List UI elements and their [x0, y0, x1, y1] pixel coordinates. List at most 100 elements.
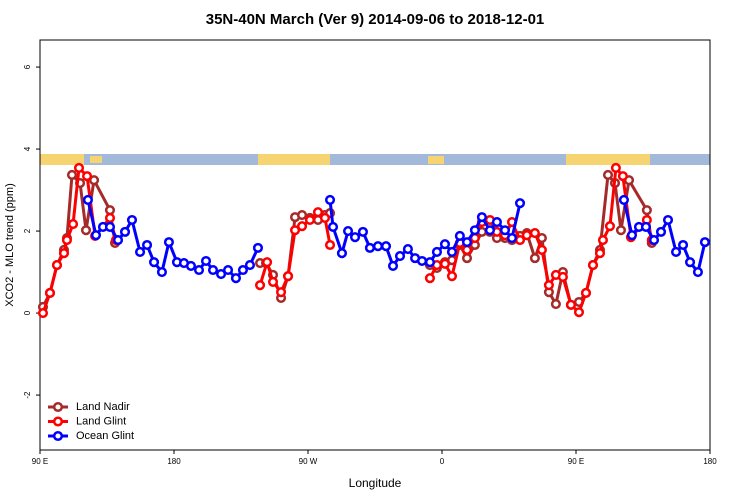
point: [289, 225, 301, 236]
point: [44, 287, 56, 299]
point: [200, 255, 212, 267]
point: [604, 221, 615, 232]
point: [573, 307, 585, 318]
point: [37, 308, 49, 319]
point: [565, 299, 576, 310]
point: [142, 239, 153, 251]
point: [476, 212, 487, 223]
point: [699, 237, 710, 248]
point: [514, 198, 526, 209]
point: [424, 273, 435, 284]
point: [312, 207, 324, 218]
x-tick-label: 90 W: [299, 457, 318, 466]
point: [327, 221, 339, 233]
point: [529, 253, 540, 264]
point: [594, 248, 606, 259]
point: [671, 246, 682, 258]
point: [684, 257, 696, 268]
point: [324, 239, 336, 251]
point: [237, 264, 248, 276]
point: [380, 241, 392, 252]
x-tick-label: 90 E: [568, 457, 584, 466]
point: [319, 212, 331, 223]
y-tick-label: 2: [23, 228, 32, 233]
point: [104, 212, 116, 223]
point: [692, 267, 703, 278]
legend-marker: [52, 401, 64, 413]
point: [491, 216, 502, 228]
x-tick-label: 180: [703, 457, 717, 466]
point: [304, 214, 315, 226]
point: [364, 242, 375, 253]
y-tick-label: 0: [23, 310, 32, 315]
point: [543, 280, 554, 291]
point: [424, 257, 435, 268]
point: [156, 267, 167, 278]
point: [90, 230, 102, 241]
point: [276, 287, 287, 298]
point: [207, 264, 219, 276]
point: [73, 162, 85, 173]
point: [244, 260, 255, 271]
point: [68, 219, 79, 230]
point: [499, 225, 511, 236]
point: [252, 242, 264, 253]
point: [282, 271, 294, 282]
point: [678, 239, 689, 251]
point: [126, 214, 138, 226]
point: [655, 226, 667, 237]
point: [357, 226, 368, 237]
point: [615, 225, 627, 236]
land-ocean-strip: [40, 154, 710, 165]
point: [536, 244, 547, 255]
point: [372, 241, 384, 252]
y-tick-label: 4: [23, 146, 32, 151]
point: [484, 225, 495, 236]
point: [193, 264, 205, 276]
point: [602, 169, 614, 180]
point: [461, 244, 473, 255]
point: [461, 237, 473, 248]
point: [61, 235, 72, 246]
legend-marker: [52, 430, 64, 442]
point: [387, 260, 399, 271]
legend-label: Land Glint: [76, 415, 126, 427]
point: [617, 171, 628, 182]
point: [439, 239, 451, 250]
point: [222, 264, 234, 276]
point: [454, 230, 465, 242]
point: [58, 248, 70, 259]
point: [262, 257, 273, 268]
plot-frame: [39, 39, 711, 451]
series-line: [41, 171, 654, 309]
point: [51, 260, 63, 271]
point: [469, 225, 480, 236]
point: [104, 205, 116, 216]
point: [439, 258, 451, 269]
series-line: [41, 164, 654, 315]
point: [267, 276, 279, 287]
point: [80, 225, 92, 236]
point: [66, 169, 78, 180]
y-axis-label: XCO2 - MLO trend (ppm): [4, 183, 16, 306]
point: [402, 244, 413, 255]
point: [255, 280, 266, 291]
point: [296, 210, 308, 221]
point: [587, 260, 599, 271]
legend-marker: [52, 416, 64, 427]
point: [416, 255, 428, 267]
point: [550, 298, 561, 310]
x-tick-label: 0: [440, 457, 445, 466]
point: [185, 260, 197, 271]
point: [112, 235, 124, 246]
point: [394, 251, 406, 262]
point: [324, 194, 336, 205]
point: [557, 271, 568, 283]
point: [597, 235, 608, 246]
point: [88, 175, 100, 186]
point: [296, 221, 308, 232]
point: [349, 232, 361, 243]
legend-label: Ocean Glint: [76, 430, 134, 442]
x-tick-label: 180: [167, 457, 181, 466]
point: [521, 230, 532, 241]
